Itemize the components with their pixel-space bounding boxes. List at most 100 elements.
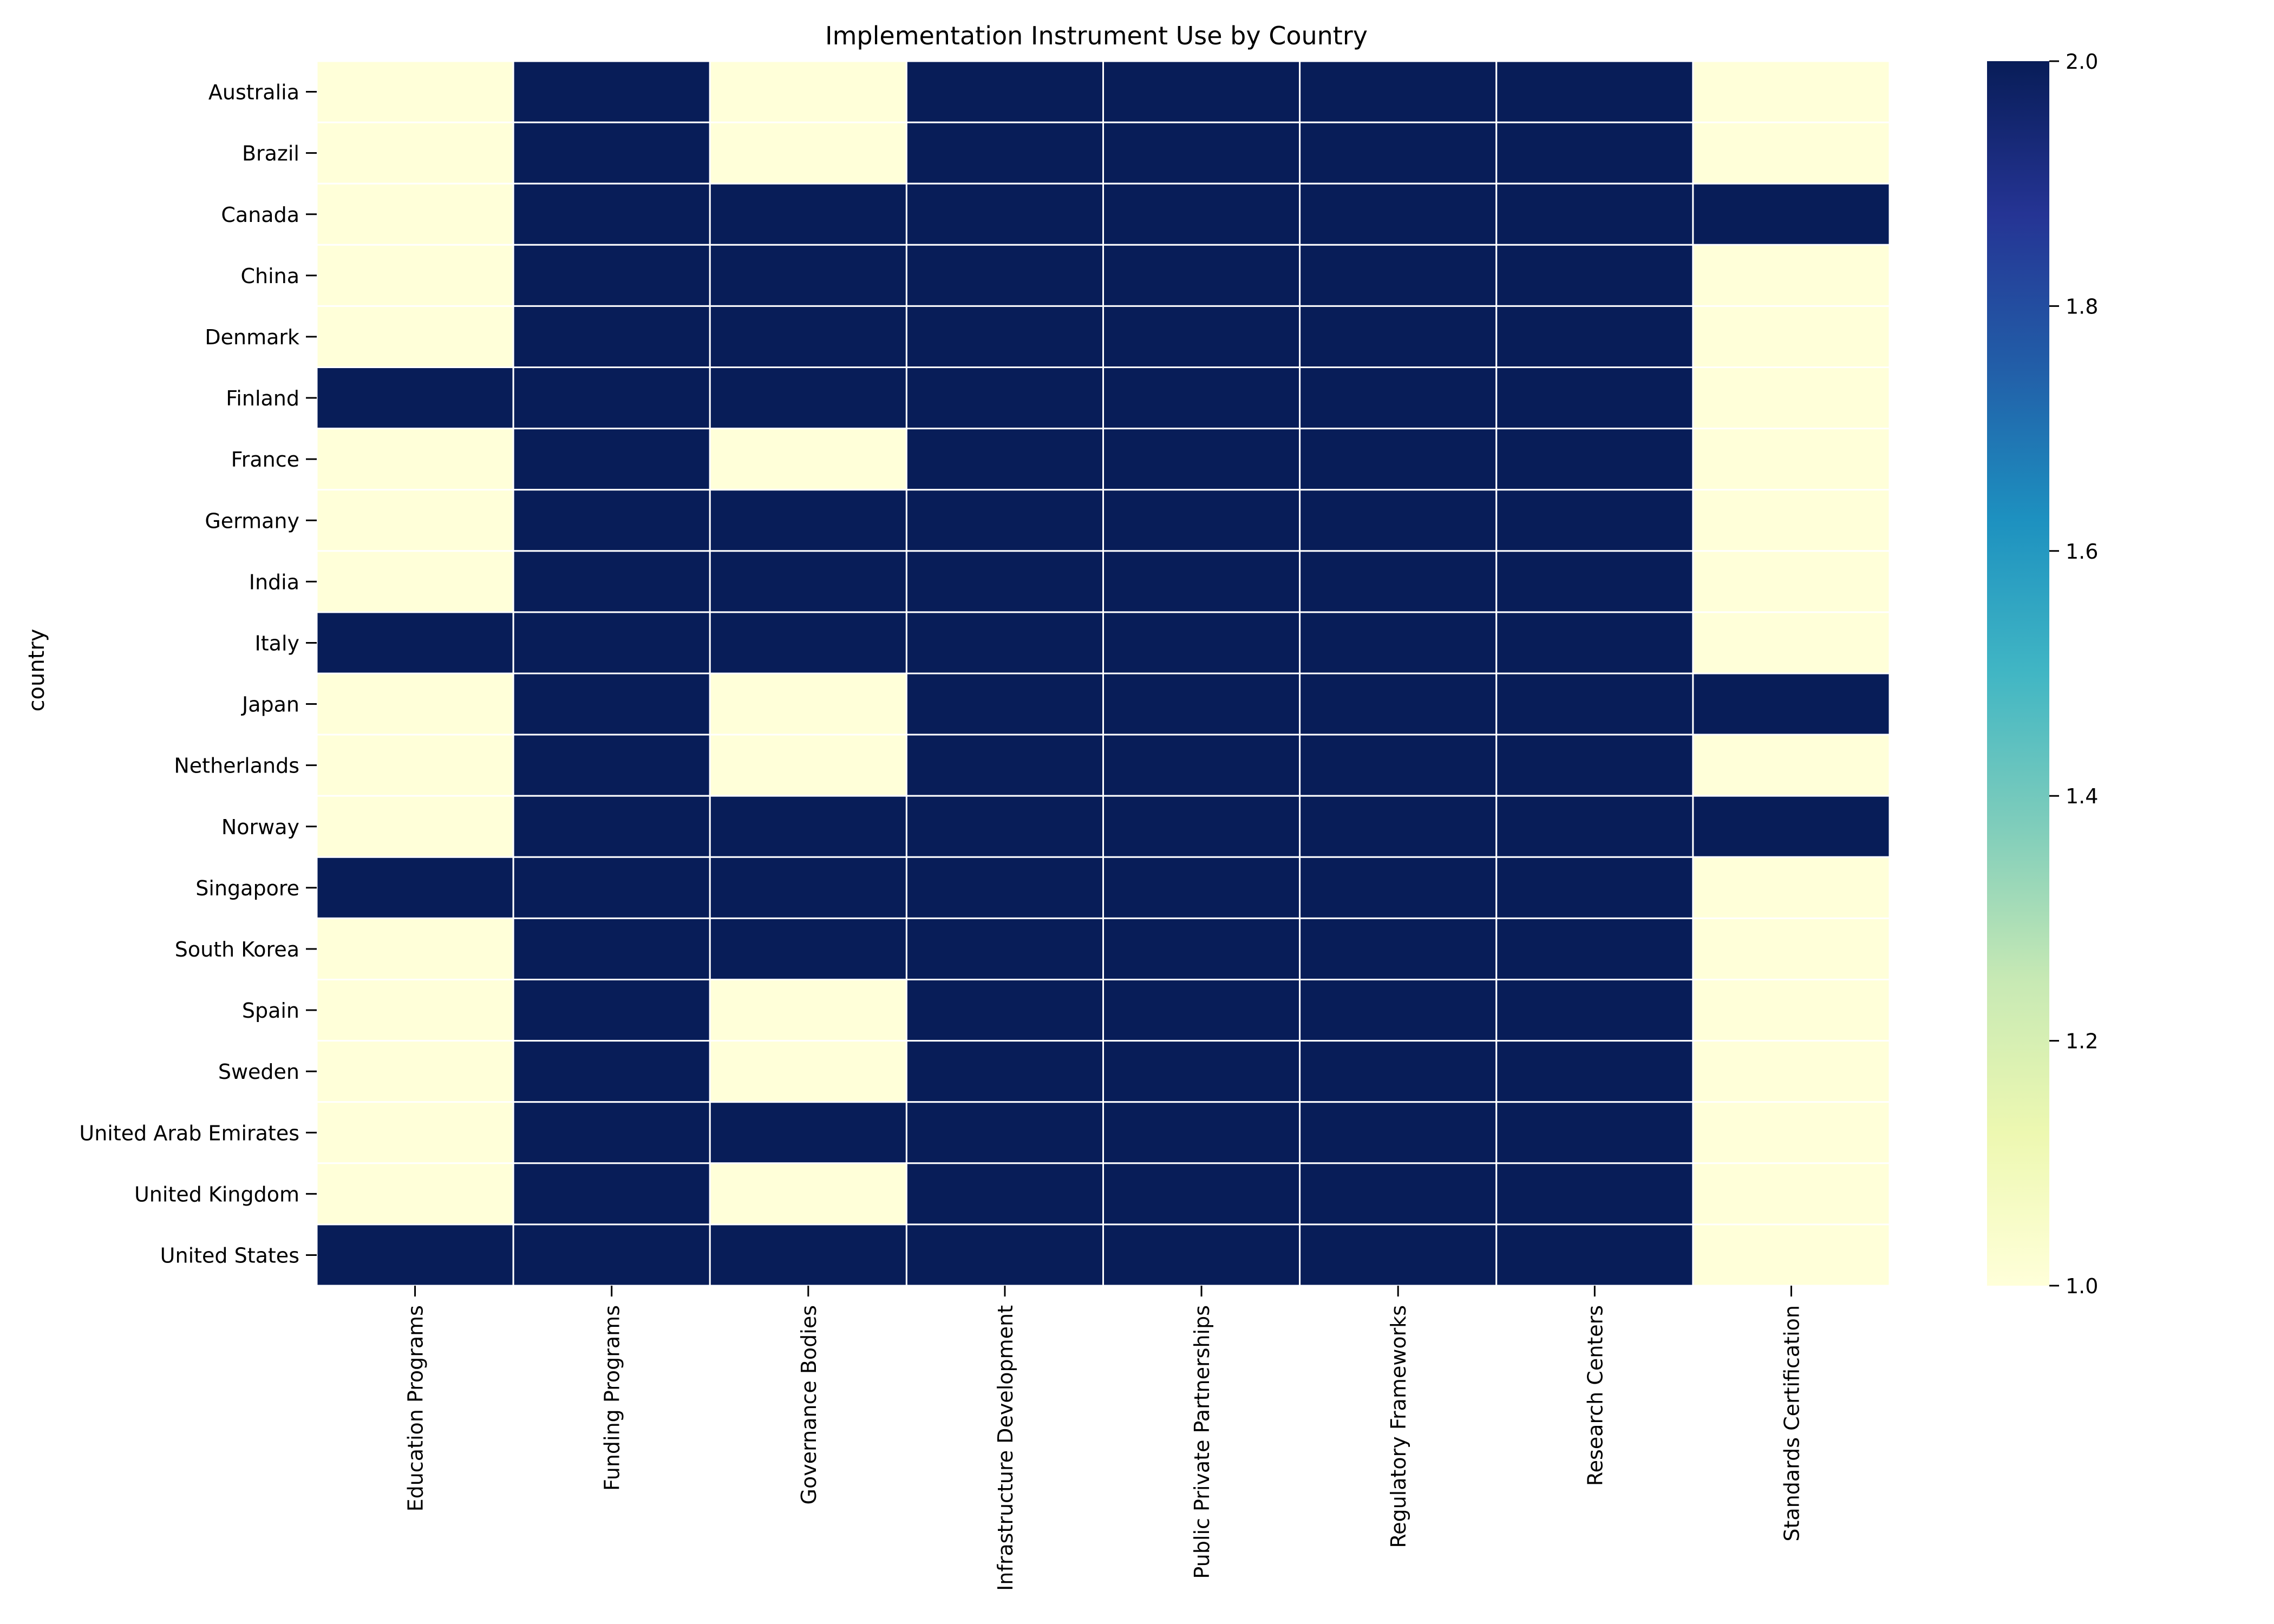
heatmap-cell: [709, 734, 907, 797]
heatmap-cell: [1102, 734, 1301, 797]
row-tick-label: Norway: [221, 815, 299, 839]
heatmap-cell: [905, 428, 1104, 491]
heatmap-cell: [512, 182, 711, 246]
heatmap-cell: [1102, 856, 1301, 919]
heatmap-cell: [1299, 611, 1498, 675]
heatmap-cell: [512, 244, 711, 307]
heatmap-cell: [1299, 1040, 1498, 1103]
heatmap-cell: [512, 734, 711, 797]
heatmap-cell: [905, 672, 1104, 736]
heatmap-cell: [1299, 856, 1498, 919]
heatmap-cell: [1495, 305, 1694, 369]
heatmap-cell: [905, 1223, 1104, 1287]
heatmap-cell: [512, 1162, 711, 1226]
heatmap-cell: [905, 979, 1104, 1042]
row-tick-label: Spain: [242, 999, 299, 1023]
heatmap-cell: [709, 917, 907, 981]
heatmap-cell: [709, 550, 907, 613]
row-tick-label: Singapore: [195, 876, 299, 900]
heatmap-cell: [709, 611, 907, 675]
heatmap-cell: [512, 428, 711, 491]
column-tick-label: Standards Certification: [1780, 1305, 1803, 1542]
heatmap-cell: [316, 1223, 514, 1287]
row-tick-label: Finland: [226, 387, 299, 410]
heatmap-cell: [1102, 1040, 1301, 1103]
heatmap-cell: [1102, 182, 1301, 246]
heatmap-cell: [1299, 60, 1498, 123]
heatmap-cell: [1495, 489, 1694, 552]
colorbar-tick-label: 1.0: [2066, 1274, 2098, 1298]
row-tick-label: France: [231, 448, 299, 472]
heatmap-cell: [1692, 428, 1891, 491]
heatmap-cell: [1692, 366, 1891, 430]
heatmap-cells: [316, 60, 1891, 1287]
column-tick-label: Funding Programs: [600, 1305, 624, 1491]
heatmap-cell: [1495, 979, 1694, 1042]
heatmap-cell: [1692, 672, 1891, 736]
heatmap-cell: [905, 1101, 1104, 1164]
heatmap-cell: [512, 305, 711, 369]
heatmap-cell: [709, 1040, 907, 1103]
heatmap-cell: [905, 305, 1104, 369]
heatmap-cell: [1102, 366, 1301, 430]
heatmap-cell: [709, 1223, 907, 1287]
heatmap-cell: [1102, 979, 1301, 1042]
row-tick-label: Sweden: [218, 1060, 299, 1084]
heatmap-cell: [1692, 611, 1891, 675]
heatmap-cell: [1102, 795, 1301, 858]
heatmap-cell: [316, 979, 514, 1042]
heatmap-cell: [316, 856, 514, 919]
heatmap-cell: [316, 611, 514, 675]
heatmap-cell: [1692, 244, 1891, 307]
heatmap-cell: [1102, 550, 1301, 613]
heatmap-cell: [1299, 979, 1498, 1042]
heatmap-cell: [1692, 795, 1891, 858]
heatmap-cell: [316, 795, 514, 858]
heatmap-cell: [316, 1162, 514, 1226]
heatmap-cell: [512, 60, 711, 123]
heatmap-cell: [1495, 917, 1694, 981]
heatmap-cell: [512, 121, 711, 185]
heatmap-cell: [905, 60, 1104, 123]
row-tick-label: India: [249, 570, 299, 594]
heatmap-cell: [1299, 244, 1498, 307]
heatmap-cell: [512, 1101, 711, 1164]
y-axis-label: country: [24, 629, 49, 712]
row-tick-label: Italy: [255, 631, 299, 655]
heatmap-cell: [1299, 550, 1498, 613]
heatmap-cell: [709, 305, 907, 369]
row-tick-label: Netherlands: [174, 754, 299, 778]
heatmap-cell: [512, 1223, 711, 1287]
heatmap-cell: [1692, 489, 1891, 552]
heatmap-cell: [1299, 428, 1498, 491]
heatmap-cell: [512, 672, 711, 736]
heatmap-cell: [905, 856, 1104, 919]
heatmap-cell: [709, 182, 907, 246]
colorbar-tick-label: 1.8: [2066, 294, 2098, 318]
heatmap-cell: [316, 917, 514, 981]
colorbar-tick-label: 1.4: [2066, 784, 2098, 808]
heatmap-cell: [1692, 550, 1891, 613]
heatmap-cell: [1692, 121, 1891, 185]
heatmap-cell: [1495, 428, 1694, 491]
heatmap-cell: [1495, 1040, 1694, 1103]
column-tick-labels: Education Programs Funding Programs Govern…: [404, 1286, 1803, 1591]
chart-title: Implementation Instrument Use by Country: [825, 21, 1368, 50]
row-tick-label: United States: [160, 1243, 299, 1267]
heatmap-cell: [1102, 489, 1301, 552]
colorbar-tick-label: 1.6: [2066, 540, 2098, 564]
heatmap-cell: [709, 121, 907, 185]
heatmap-cell: [1299, 1162, 1498, 1226]
heatmap-cell: [905, 1040, 1104, 1103]
row-tick-label: United Kingdom: [134, 1182, 299, 1206]
heatmap-cell: [1692, 734, 1891, 797]
colorbar-tick-label: 1.2: [2066, 1030, 2098, 1053]
heatmap-cell: [1692, 856, 1891, 919]
heatmap-cell: [1102, 917, 1301, 981]
heatmap-cell: [1299, 1223, 1498, 1287]
heatmap-cell: [1102, 121, 1301, 185]
heatmap-cell: [316, 1101, 514, 1164]
heatmap-cell: [316, 182, 514, 246]
heatmap-cell: [512, 611, 711, 675]
heatmap-cell: [905, 611, 1104, 675]
